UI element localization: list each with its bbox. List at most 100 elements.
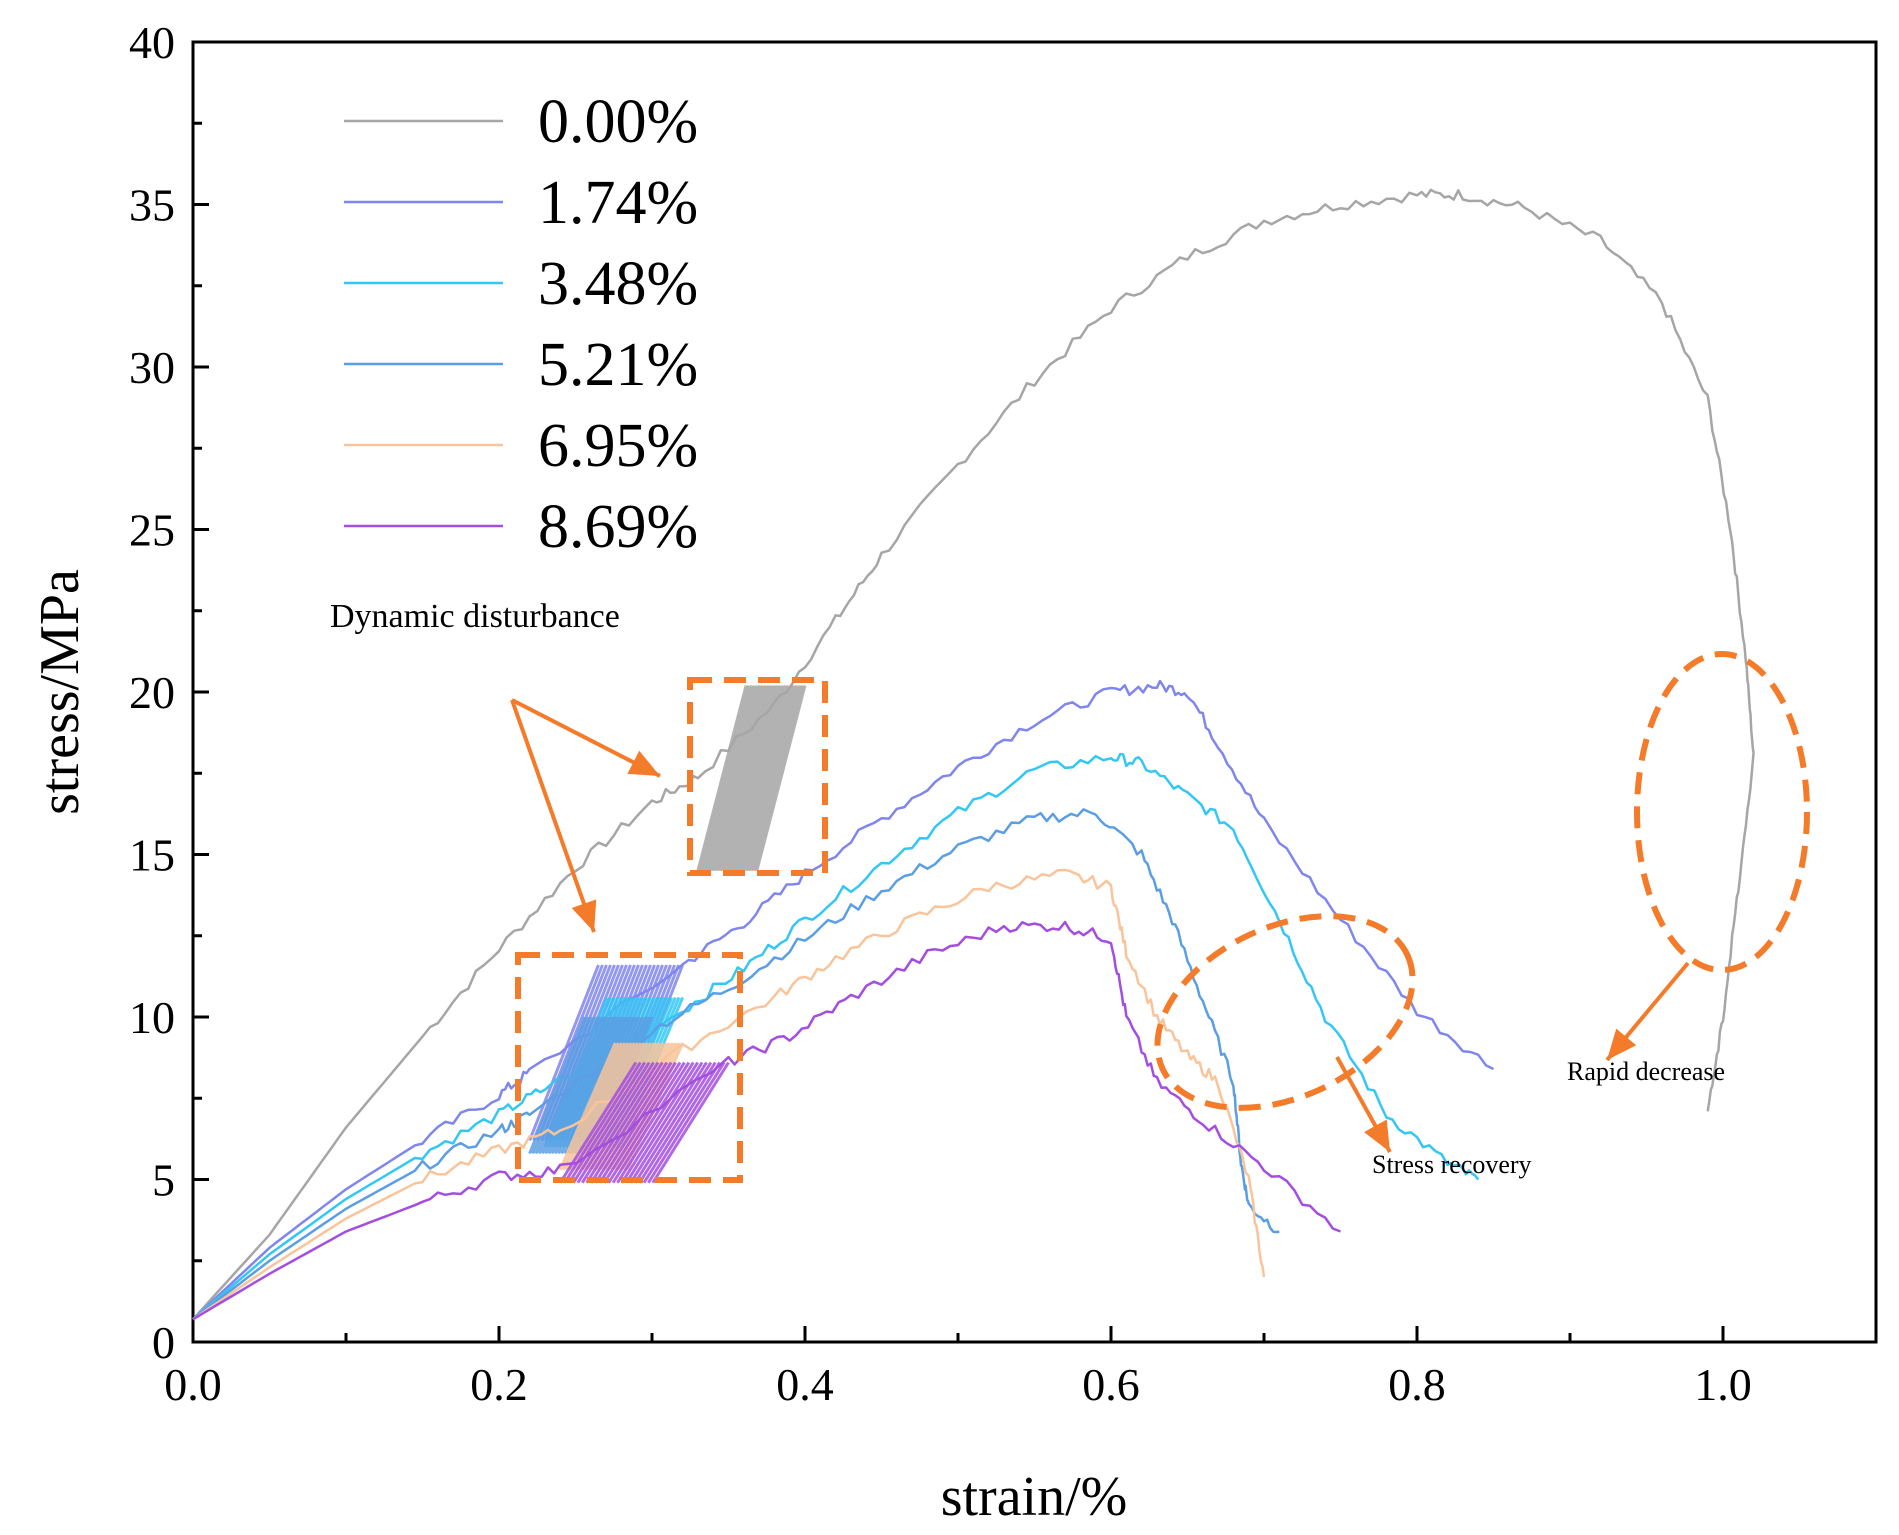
loop-stroke bbox=[651, 1061, 730, 1184]
x-tick-label: 1.0 bbox=[1694, 1359, 1752, 1410]
y-tick-label: 0 bbox=[152, 1317, 175, 1368]
series-line bbox=[192, 868, 1266, 1321]
y-axis-title: stress/MPa bbox=[29, 569, 91, 815]
series-6.95% bbox=[192, 868, 1266, 1321]
arrow-stress-recovery-head bbox=[1364, 1119, 1390, 1152]
series-3.48% bbox=[192, 752, 1480, 1321]
plot-frame bbox=[191, 40, 1878, 1344]
loop-stroke bbox=[647, 1061, 726, 1184]
legend: 0.00% 1.74% 3.48% 5.21% 6.95% 8.69% bbox=[344, 88, 698, 561]
loop-stroke bbox=[732, 685, 785, 872]
loop-stroke bbox=[541, 1016, 599, 1155]
rapid-decrease-ellipse bbox=[1634, 651, 1810, 973]
loop-stroke bbox=[616, 1061, 695, 1184]
loop-stroke bbox=[724, 685, 776, 872]
arrow-to-lower-box-head bbox=[571, 899, 597, 932]
series-line bbox=[192, 808, 1280, 1321]
loop-stroke bbox=[553, 1016, 612, 1155]
loop-stroke bbox=[558, 1042, 617, 1171]
y-tick-label: 20 bbox=[129, 667, 175, 718]
loop-stroke bbox=[560, 1016, 619, 1155]
loop-stroke bbox=[704, 685, 756, 872]
y-tick-label: 10 bbox=[129, 992, 175, 1043]
loop-stroke bbox=[620, 1061, 699, 1184]
series-line bbox=[192, 920, 1341, 1321]
loop-stroke bbox=[638, 1061, 717, 1184]
loop-stroke bbox=[713, 685, 765, 872]
y-tick-label: 40 bbox=[129, 17, 175, 68]
legend-label: 3.48% bbox=[538, 250, 698, 318]
loop-stroke bbox=[749, 685, 801, 872]
loop-stroke bbox=[568, 1042, 627, 1171]
highlights bbox=[515, 651, 1810, 1183]
loop-stroke bbox=[629, 1061, 708, 1184]
y-tick-label: 30 bbox=[129, 342, 175, 393]
series-0.00% bbox=[192, 188, 1755, 1321]
legend-label: 0.00% bbox=[538, 88, 698, 156]
loop-stroke bbox=[746, 685, 799, 872]
series-line bbox=[192, 679, 1495, 1321]
disturbance-box-lower bbox=[515, 952, 743, 1183]
loop-stroke bbox=[727, 685, 779, 872]
loop-stroke bbox=[589, 1061, 669, 1184]
loop-stroke bbox=[611, 1061, 691, 1184]
x-tick-label: 0.2 bbox=[470, 1359, 528, 1410]
loop-stroke bbox=[557, 1016, 615, 1155]
loop-stroke bbox=[585, 1061, 664, 1184]
loop-stroke bbox=[752, 685, 804, 872]
annotation-arrows bbox=[510, 698, 1690, 1153]
series-line bbox=[192, 752, 1480, 1321]
legend-label: 5.21% bbox=[538, 331, 698, 399]
loop-stroke bbox=[702, 685, 754, 872]
loop-stroke bbox=[528, 964, 600, 1142]
y-tick-label: 5 bbox=[152, 1155, 175, 1206]
hysteresis-loops bbox=[696, 685, 807, 872]
loop-stroke bbox=[528, 1016, 587, 1155]
loop-stroke bbox=[755, 685, 807, 872]
loop-stroke bbox=[563, 1016, 622, 1155]
legend-label: 8.69% bbox=[538, 493, 698, 561]
rapid-decrease-label: Rapid decrease bbox=[1567, 1057, 1725, 1086]
arrow-to-lower-box bbox=[510, 699, 596, 933]
arrow-to-upper-box-head bbox=[627, 750, 660, 776]
legend-label: 1.74% bbox=[538, 169, 698, 237]
loop-stroke bbox=[696, 685, 748, 872]
y-tick-label: 15 bbox=[129, 830, 175, 881]
legend-label: 6.95% bbox=[538, 412, 698, 480]
y-tick-label: 35 bbox=[129, 180, 175, 231]
series-8.69% bbox=[192, 920, 1341, 1321]
loop-stroke bbox=[716, 685, 768, 872]
loop-stroke bbox=[707, 685, 759, 872]
x-tick-label: 0.0 bbox=[164, 1359, 222, 1410]
loop-stroke bbox=[744, 685, 796, 872]
x-axis-title: strain/% bbox=[941, 1466, 1128, 1528]
loop-stroke bbox=[730, 685, 782, 872]
loop-stroke bbox=[735, 685, 787, 872]
x-tick-label: 0.6 bbox=[1082, 1359, 1140, 1410]
stress-recovery-ellipse bbox=[1154, 913, 1416, 1111]
loop-stroke bbox=[576, 1061, 655, 1184]
loop-stroke bbox=[710, 685, 762, 872]
axis-ticks: 0.0 0.2 0.4 0.6 0.8 1.0 0 5 10 15 20 25 30 35 40 bbox=[129, 17, 1752, 1410]
stress-recovery-label: Stress recovery bbox=[1372, 1150, 1532, 1179]
loop-stroke bbox=[607, 1061, 686, 1184]
series-line bbox=[192, 188, 1755, 1321]
x-tick-label: 0.8 bbox=[1388, 1359, 1446, 1410]
loop-stroke bbox=[699, 685, 751, 872]
loop-stroke bbox=[603, 1061, 682, 1184]
x-tick-label: 0.4 bbox=[776, 1359, 834, 1410]
y-tick-label: 25 bbox=[129, 505, 175, 556]
loop-stroke bbox=[567, 1061, 647, 1184]
loop-stroke bbox=[562, 1042, 620, 1171]
loop-stroke bbox=[580, 1061, 660, 1184]
disturbance-box-upper bbox=[687, 677, 828, 876]
loop-stroke bbox=[594, 1061, 673, 1184]
loop-stroke bbox=[531, 1016, 590, 1155]
dynamic-disturbance-label: Dynamic disturbance bbox=[330, 598, 620, 635]
loop-stroke bbox=[642, 1061, 721, 1184]
loop-stroke bbox=[633, 1061, 713, 1184]
arrow-rapid-decrease-head bbox=[1607, 1028, 1637, 1060]
loop-stroke bbox=[741, 685, 793, 872]
curves bbox=[192, 188, 1755, 1321]
